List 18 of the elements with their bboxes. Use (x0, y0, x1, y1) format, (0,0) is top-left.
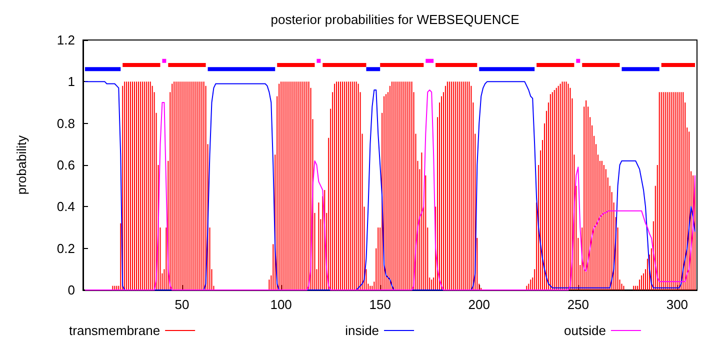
y-tick-label: 0.6 (56, 158, 75, 172)
legend-label: transmembrane (69, 323, 160, 338)
legend-label: inside (345, 323, 380, 338)
x-tick-label: 100 (270, 297, 292, 312)
x-tick-label: 250 (567, 297, 590, 312)
y-tick-label: 0 (68, 282, 75, 298)
x-tick-label: 150 (369, 297, 391, 312)
y-axis-title: probability (14, 134, 29, 195)
y-tick-label: 0.2 (56, 240, 75, 256)
y-tick-label: 1 (68, 74, 75, 90)
x-tick-label: 300 (666, 297, 688, 312)
x-tick-label: 200 (468, 297, 490, 312)
chart-title: posterior probabilities for WEBSEQUENCE (270, 12, 520, 27)
y-tick-label: 0.8 (56, 116, 75, 131)
y-tick-label: 0.4 (56, 199, 75, 214)
x-tick-label: 50 (174, 297, 190, 312)
y-tick-label: 1.2 (56, 32, 75, 48)
legend-label: outside (564, 323, 606, 338)
